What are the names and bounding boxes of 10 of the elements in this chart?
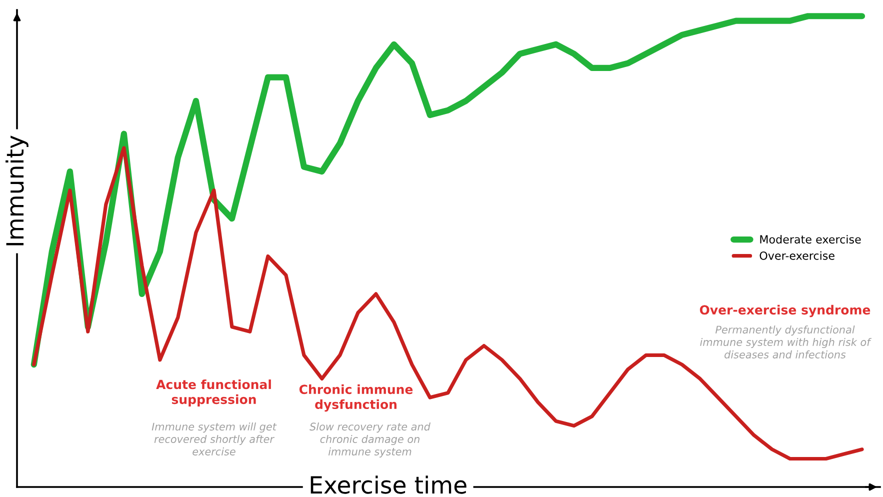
annotation: Slow recovery rate and chronic damage on immune system: [310, 422, 430, 458]
annotation: Over-exercise syndrome: [700, 304, 870, 318]
annotation: Immune system will get recovered shortly after exercise: [152, 422, 277, 456]
x-axis-title: Exercise time: [310, 476, 466, 494]
legend-label: Over-exercise: [760, 251, 834, 260]
legend-label: Moderate exercise: [760, 234, 861, 244]
annotation: Permanently dysfunctional immune system with high risk of diseases and infections: [700, 326, 872, 358]
y-axis-title: Immunity: [6, 136, 28, 246]
annotation: Chronic immune dysfunction: [299, 384, 413, 412]
annotation: Acute functional suppression: [156, 379, 271, 407]
